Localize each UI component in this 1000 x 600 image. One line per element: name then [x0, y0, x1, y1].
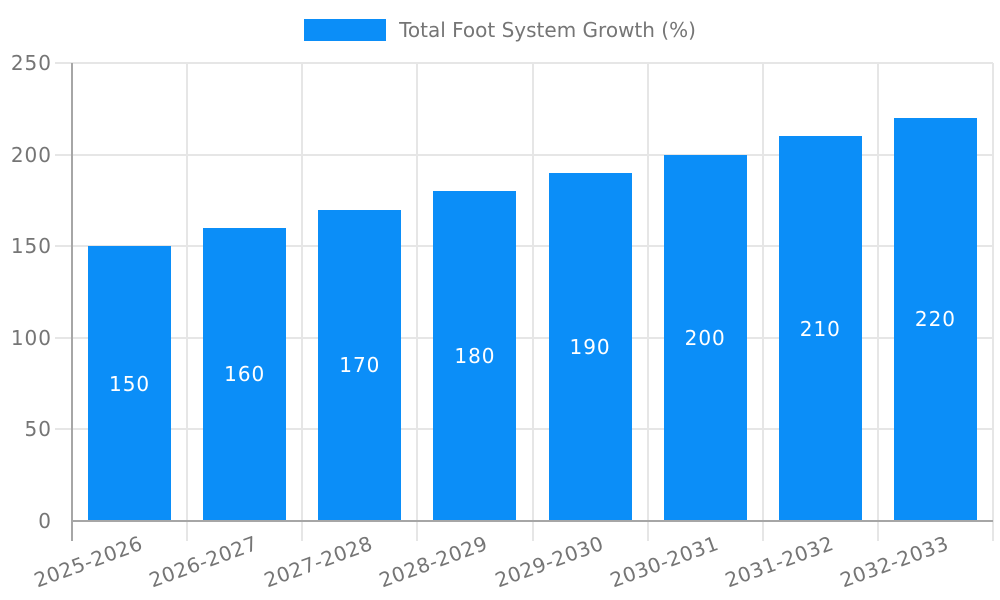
- bar: [203, 227, 287, 520]
- v-gridline: [531, 63, 534, 541]
- x-tick-label: 2028-2029: [376, 531, 492, 593]
- y-tick-label: 150: [10, 234, 52, 259]
- y-tick-label: 100: [10, 325, 52, 350]
- y-tick-label: 200: [10, 142, 52, 167]
- bar-value-label: 180: [454, 344, 496, 369]
- bar: [663, 154, 747, 520]
- chart-legend: Total Foot System Growth (%): [0, 18, 1000, 42]
- y-tick-label: 250: [10, 51, 52, 75]
- x-tick-label: 2032-2033: [836, 531, 952, 593]
- h-gridline: [55, 336, 993, 339]
- y-axis-line: [71, 63, 73, 541]
- h-gridline: [55, 62, 993, 64]
- x-tick-label: 2030-2031: [606, 531, 722, 593]
- h-gridline: [55, 153, 993, 156]
- x-axis-line: [71, 520, 993, 522]
- x-tick-label: 2027-2028: [261, 531, 377, 593]
- v-gridline: [876, 63, 879, 541]
- legend-label[interactable]: Total Foot System Growth (%): [399, 18, 696, 42]
- bar-value-label: 190: [569, 334, 611, 359]
- v-gridline: [186, 63, 189, 541]
- legend-swatch[interactable]: [304, 19, 387, 41]
- v-gridline: [992, 63, 994, 541]
- h-gridline: [55, 428, 993, 431]
- bar: [778, 136, 862, 520]
- h-gridline: [55, 245, 993, 248]
- bar: [433, 191, 517, 520]
- bar-value-label: 170: [339, 353, 381, 378]
- bar-value-label: 200: [684, 325, 726, 350]
- bar-value-label: 210: [799, 316, 841, 341]
- x-tick-label: 2031-2032: [721, 531, 837, 593]
- x-tick-label: 2026-2027: [146, 531, 261, 593]
- v-gridline: [761, 63, 764, 541]
- bar: [88, 246, 172, 520]
- bar: [548, 172, 632, 520]
- bar-value-label: 220: [914, 307, 957, 332]
- v-gridline: [301, 63, 304, 541]
- bar: [893, 117, 977, 520]
- bar-value-label: 150: [108, 371, 151, 396]
- bar: [318, 209, 402, 520]
- y-tick-label: 0: [38, 509, 52, 533]
- y-tick-label: 50: [24, 417, 52, 442]
- v-gridline: [416, 63, 419, 541]
- x-tick-label: 2025-2026: [30, 531, 146, 593]
- bar-value-label: 160: [224, 362, 266, 387]
- x-tick-label: 2029-2030: [491, 531, 607, 593]
- v-gridline: [646, 63, 649, 541]
